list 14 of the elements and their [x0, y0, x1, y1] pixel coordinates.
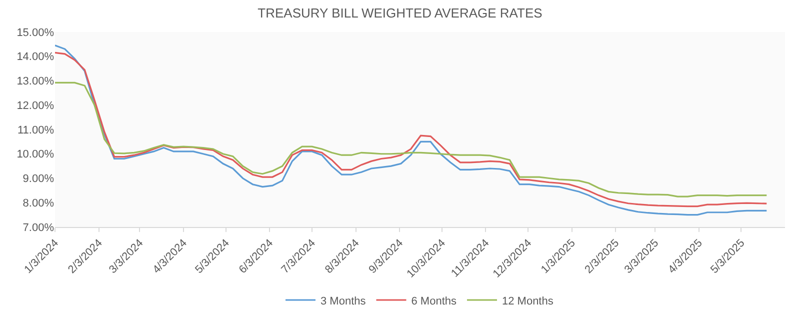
y-tick-label: 9.00%	[22, 173, 54, 186]
y-tick-label: 15.00%	[16, 26, 54, 39]
y-tick-label: 13.00%	[16, 76, 54, 88]
y-tick-label: 10.00%	[16, 148, 54, 161]
y-tick-label: 7.00%	[22, 222, 54, 234]
legend-label: 12 Months	[502, 295, 554, 308]
chart-title: TREASURY BILL WEIGHTED AVERAGE RATES	[258, 5, 543, 20]
y-tick-label: 14.00%	[16, 51, 54, 64]
y-tick-label: 8.00%	[22, 197, 54, 210]
y-tick-label: 11.00%	[18, 124, 54, 136]
line-series	[55, 82, 768, 198]
legend-label: 6 Months	[411, 295, 457, 308]
legend-label: 3 Months	[320, 295, 366, 308]
y-tick-label: 12.00%	[16, 100, 54, 112]
